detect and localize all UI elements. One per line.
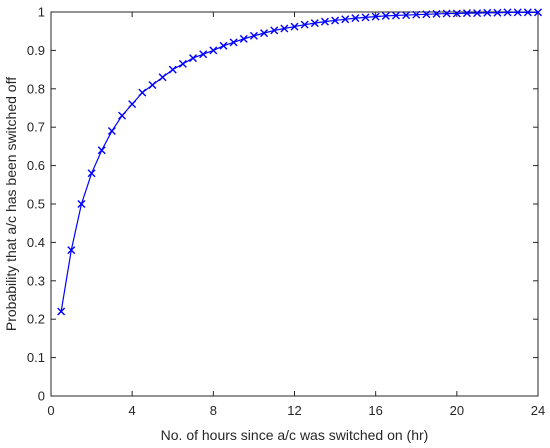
x-tick-label: 8 — [210, 403, 217, 418]
x-tick-label: 16 — [368, 403, 382, 418]
data-point — [249, 31, 258, 40]
data-point — [391, 11, 400, 20]
x-tick-label: 12 — [287, 403, 301, 418]
data-point — [189, 54, 198, 63]
data-point — [402, 11, 411, 20]
data-point — [168, 65, 177, 74]
data-point — [483, 8, 492, 17]
data-point — [331, 16, 340, 25]
data-point — [209, 46, 218, 55]
data-point — [422, 10, 431, 19]
data-point — [462, 9, 471, 18]
data-point — [300, 20, 309, 29]
y-tick-label: 0.8 — [27, 81, 45, 96]
data-point — [523, 8, 532, 17]
data-point — [118, 111, 127, 120]
data-point — [199, 50, 208, 59]
data-point — [178, 59, 187, 68]
y-tick-label: 0.7 — [27, 120, 45, 135]
data-point — [67, 246, 76, 255]
y-tick-label: 0.4 — [27, 235, 45, 250]
y-axis-label: Probability that a/c has been switched o… — [3, 77, 19, 331]
data-point — [503, 8, 512, 17]
data-point — [158, 73, 167, 82]
data-point — [270, 26, 279, 35]
data-point — [351, 14, 360, 23]
data-point — [280, 24, 289, 33]
data-point — [77, 200, 86, 208]
data-point — [412, 10, 421, 19]
data-point — [513, 8, 522, 17]
data-point — [361, 13, 370, 22]
axis-ticks: 0 4 8 12 16 20 24 0 0.1 0.2 0.3 0.4 0.5 0.6 0.7 0.8 0.9 1 — [27, 5, 545, 419]
data-point — [432, 9, 441, 18]
y-tick-label: 0.6 — [27, 158, 45, 173]
data-point — [473, 9, 482, 18]
plot-area — [50, 11, 539, 397]
data-point — [290, 22, 299, 31]
data-point — [87, 169, 96, 178]
y-tick-label: 0.9 — [27, 43, 45, 58]
y-tick-label: 0.3 — [27, 273, 45, 288]
x-tick-label: 24 — [531, 403, 545, 418]
data-point — [341, 15, 350, 24]
data-point — [57, 307, 66, 316]
data-point — [534, 8, 542, 17]
data-point — [320, 17, 329, 26]
data-point — [107, 127, 116, 136]
data-point — [148, 80, 157, 89]
y-tick-label: 0.1 — [27, 350, 45, 365]
data-point — [452, 9, 461, 18]
y-tick-label: 0.5 — [27, 197, 45, 212]
series-layer — [57, 8, 542, 316]
data-point — [128, 100, 137, 109]
data-point — [493, 8, 502, 17]
data-point — [381, 11, 390, 20]
data-point — [239, 34, 248, 43]
x-tick-label: 4 — [129, 403, 136, 418]
data-point — [260, 29, 269, 38]
data-point — [442, 9, 451, 18]
data-point — [97, 146, 106, 155]
y-tick-label: 1 — [38, 5, 45, 20]
y-tick-label: 0.2 — [27, 312, 45, 327]
x-axis-label: No. of hours since a/c was switched on (… — [161, 427, 429, 443]
data-point — [229, 38, 238, 47]
data-point — [371, 12, 380, 21]
data-point — [310, 19, 319, 28]
x-tick-label: 20 — [450, 403, 464, 418]
x-tick-label: 0 — [47, 403, 54, 418]
y-tick-label: 0 — [38, 389, 45, 404]
data-point — [219, 41, 228, 50]
data-point — [138, 88, 147, 97]
